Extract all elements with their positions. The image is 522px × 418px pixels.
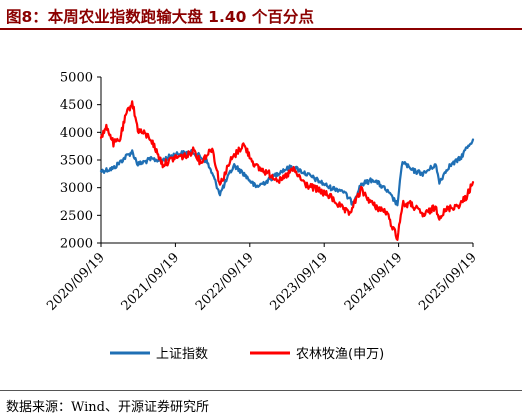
- legend: 上证指数 农林牧渔(申万): [110, 347, 384, 362]
- y-tick-label: 3000: [60, 181, 93, 196]
- source-divider: [0, 390, 522, 391]
- legend-label-1: 上证指数: [156, 347, 208, 362]
- x-axis: 2020/09/19 2021/09/19 2022/09/19 2023/09/19…: [44, 242, 480, 314]
- x-tick-label: 2022/09/19: [193, 250, 257, 314]
- x-tick-label: 2024/09/19: [342, 250, 406, 314]
- x-ticks: 2020/09/19 2021/09/19 2022/09/19 2023/09/19…: [44, 243, 480, 314]
- y-tick-label: 2000: [60, 237, 93, 252]
- x-tick-label: 2021/09/19: [119, 250, 183, 314]
- figure-title: 图8：本周农业指数跑输大盘 1.40 个百分点: [6, 8, 314, 26]
- data-source-note: 数据来源：Wind、开源证券研究所: [6, 400, 209, 415]
- title-divider: [0, 28, 522, 30]
- x-tick-label: 2025/09/19: [416, 250, 480, 314]
- x-tick-label: 2023/09/19: [267, 250, 331, 314]
- y-tick-label: 3500: [60, 154, 93, 169]
- y-tick-label: 5000: [60, 71, 93, 86]
- legend-label-2: 农林牧渔(申万): [296, 347, 384, 362]
- series-line-2: [99, 100, 475, 241]
- y-tick-label: 4500: [60, 98, 93, 113]
- y-tick-label: 2500: [60, 209, 93, 224]
- y-ticks: 5000 4500 4000 3500 3000 2500 2000: [60, 71, 101, 252]
- y-axis: 5000 4500 4000 3500 3000 2500 2000: [60, 71, 102, 252]
- y-tick-label: 4000: [60, 126, 93, 141]
- x-tick-label: 2020/09/19: [44, 250, 108, 314]
- series-layer: [99, 100, 475, 241]
